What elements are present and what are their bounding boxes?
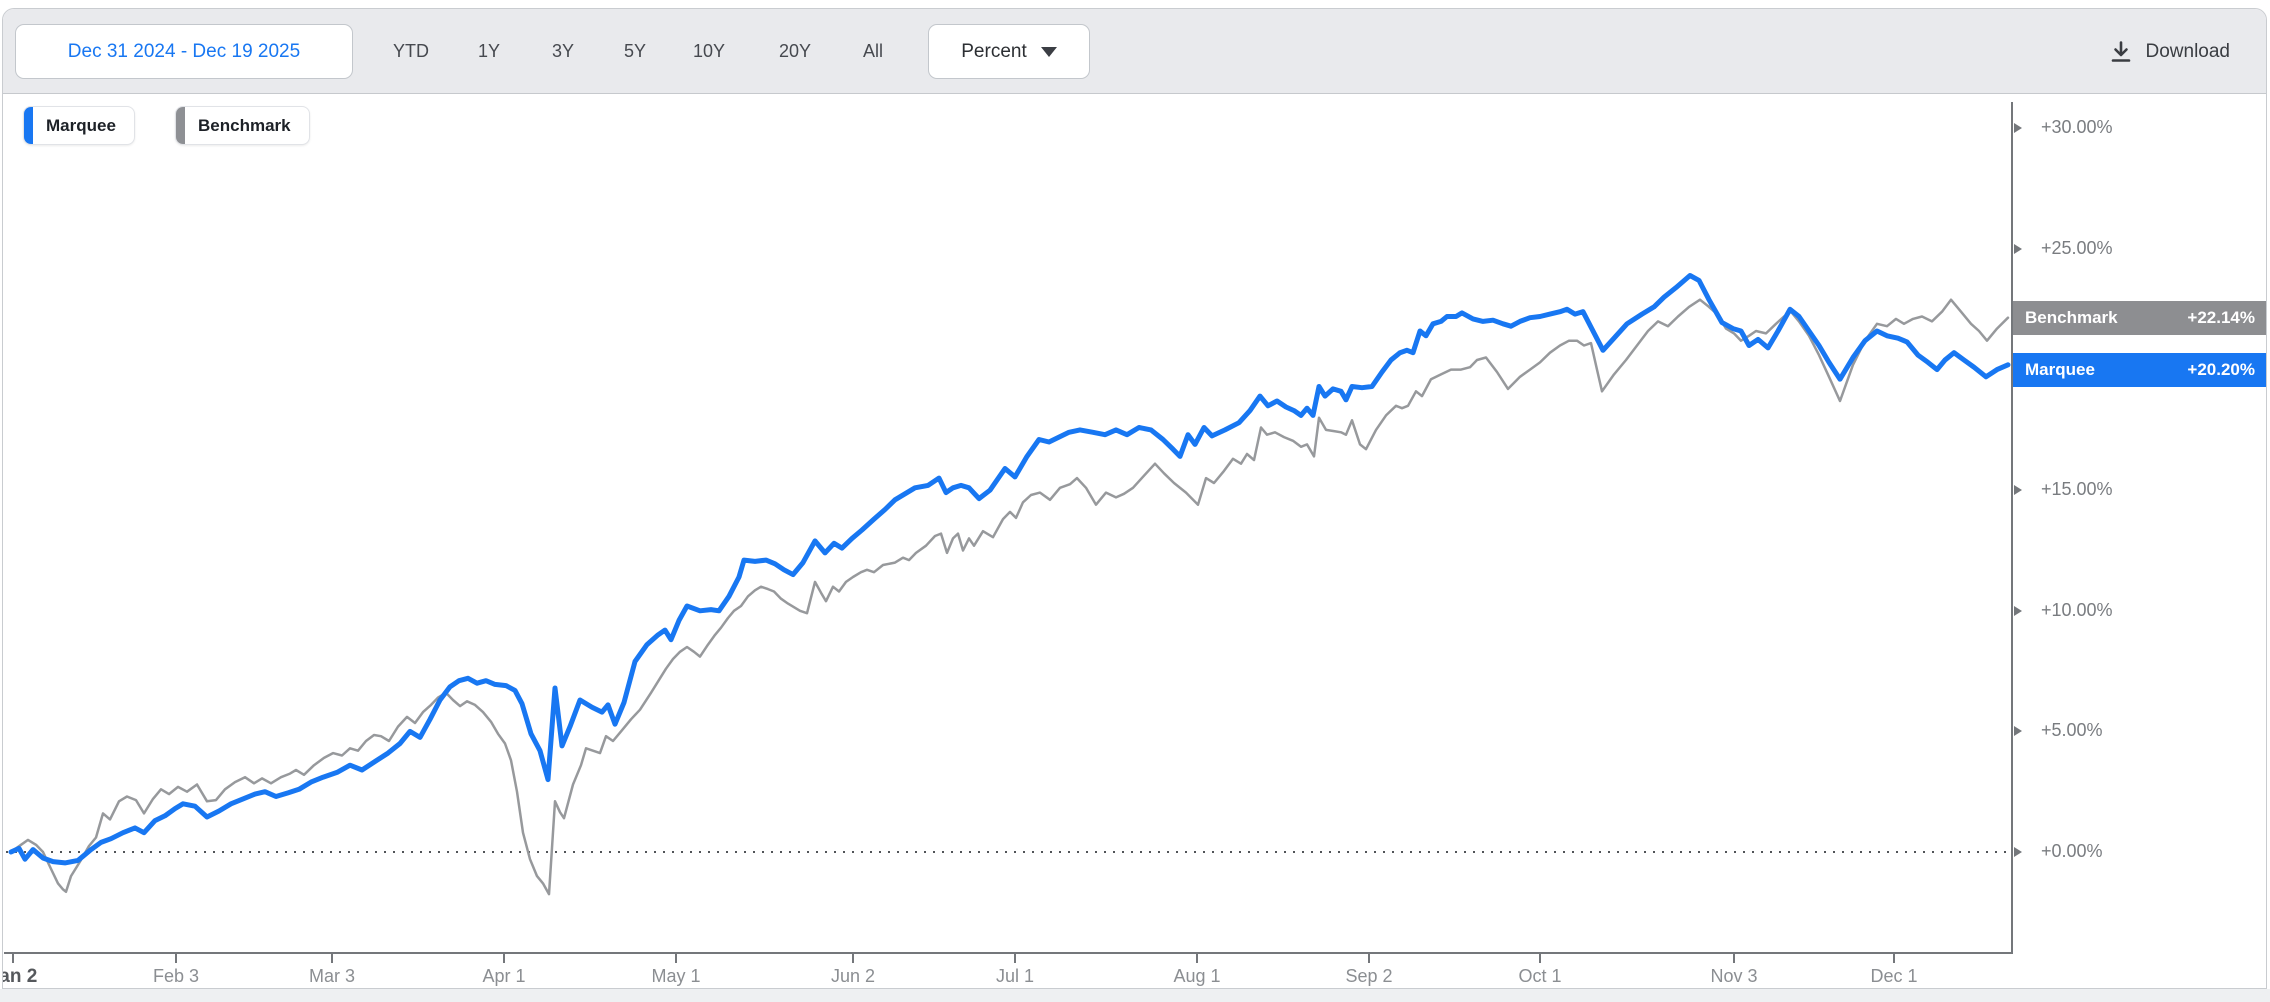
legend-chip-benchmark[interactable]: Benchmark: [175, 106, 310, 145]
y-axis-label-30: +30.00%: [2041, 117, 2113, 138]
download-icon: [2111, 40, 2130, 62]
x-axis-label-jun-2: Jun 2: [830, 966, 876, 986]
y-axis-tick-arrow-icon: [2014, 847, 2022, 857]
month-tick-mark: [331, 954, 333, 963]
month-tick-mark: [175, 954, 177, 963]
y-axis-tick-arrow-icon: [2014, 485, 2022, 496]
x-axis-label-jan-2: Jan 2: [3, 966, 38, 987]
month-tick-mark: [12, 954, 14, 963]
page-bottom-strip: [0, 989, 2270, 1002]
month-tick-mark: [1733, 954, 1735, 963]
y-axis-line: [2011, 102, 2013, 954]
y-axis-label-15: +15.00%: [2041, 479, 2113, 500]
chart-toolbar: Dec 31 2024 - Dec 19 2025 YTD 1Y 3Y 5Y 10Y 20…: [3, 9, 2266, 94]
month-tick-mark: [852, 954, 854, 963]
y-axis-tick-arrow-icon: [2014, 605, 2022, 616]
legend-chip-marquee[interactable]: Marquee: [23, 106, 135, 145]
y-axis-label-5: +5.00%: [2041, 720, 2103, 741]
x-axis-label-dec-1: Dec 1: [1870, 966, 1918, 986]
month-tick-mark: [1196, 954, 1198, 963]
legend-label-marquee: Marquee: [46, 115, 116, 135]
unit-dropdown[interactable]: Percent: [928, 24, 1090, 79]
x-axis-label-apr-1: Apr 1: [482, 966, 526, 986]
marquee-badge-value: +20.20%: [2187, 360, 2255, 379]
chart-card: Dec 31 2024 - Dec 19 2025 YTD 1Y 3Y 5Y 10Y 20…: [2, 8, 2267, 989]
performance-line-chart[interactable]: [6, 102, 2013, 953]
y-axis-label-25: +25.00%: [2041, 238, 2113, 258]
marquee-badge-label: Marquee: [2025, 360, 2095, 379]
y-axis-tick-arrow-icon: [2014, 726, 2022, 737]
date-range-label: Dec 31 2024 - Dec 19 2025: [67, 40, 301, 62]
period-button-20y[interactable]: 20Y: [778, 41, 812, 61]
x-axis-label-nov-3: Nov 3: [1710, 966, 1758, 986]
month-tick-mark: [503, 954, 505, 963]
marquee-line-series: [8, 273, 2011, 866]
x-axis-label-oct-1: Oct 1: [1518, 966, 1562, 986]
y-axis-label-0: +0.00%: [2041, 841, 2103, 861]
period-button-ytd[interactable]: YTD: [393, 41, 429, 61]
period-button-10y[interactable]: 10Y: [692, 41, 726, 61]
period-button-3y[interactable]: 3Y: [551, 41, 575, 61]
period-button-5y[interactable]: 5Y: [623, 41, 647, 61]
x-axis-label-feb-3: Feb 3: [152, 966, 200, 986]
unit-dropdown-value: Percent: [961, 40, 1027, 62]
x-axis-label-jul-1: Jul 1: [995, 966, 1035, 986]
x-axis-line: [4, 952, 2013, 954]
benchmark-badge-label: Benchmark: [2025, 308, 2118, 327]
x-axis-label-aug-1: Aug 1: [1173, 966, 1221, 986]
month-tick-mark: [1014, 954, 1016, 963]
period-button-all[interactable]: All: [862, 41, 884, 61]
x-axis-label-mar-3: Mar 3: [308, 966, 355, 986]
date-range-button[interactable]: Dec 31 2024 - Dec 19 2025: [15, 24, 353, 79]
benchmark-color-bar: [176, 107, 185, 144]
marquee-color-bar: [24, 107, 33, 144]
month-tick-mark: [1893, 954, 1895, 963]
download-button[interactable]: Download: [2108, 9, 2231, 94]
y-axis-tick-arrow-icon: [2014, 123, 2022, 134]
benchmark-badge-value: +22.14%: [2187, 308, 2255, 327]
benchmark-line-series: [9, 298, 2010, 896]
legend-label-benchmark: Benchmark: [198, 115, 291, 135]
month-tick-mark: [1539, 954, 1541, 963]
benchmark-value-badge: Benchmark +22.14%: [2013, 301, 2266, 335]
month-tick-mark: [675, 954, 677, 963]
marquee-value-badge: Marquee +20.20%: [2013, 353, 2266, 387]
period-button-1y[interactable]: 1Y: [477, 41, 501, 61]
y-axis-tick-arrow-icon: [2014, 244, 2022, 254]
y-axis-label-10: +10.00%: [2041, 599, 2113, 620]
chevron-down-icon: [1040, 46, 1057, 57]
x-axis-label-sep-2: Sep 2: [1345, 966, 1393, 986]
month-tick-mark: [1368, 954, 1370, 963]
download-label: Download: [2145, 40, 2231, 62]
x-axis-label-may-1: May 1: [651, 966, 701, 986]
